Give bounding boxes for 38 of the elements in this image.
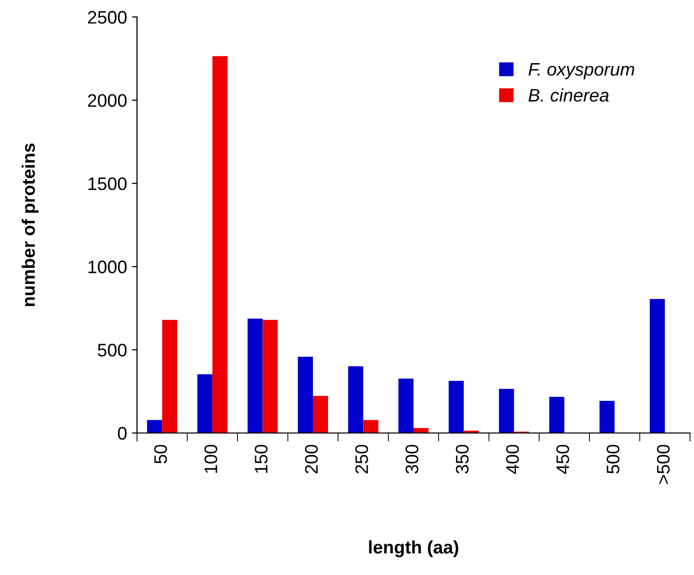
bar	[398, 378, 414, 433]
bar	[549, 396, 564, 433]
x-tick-label: 500	[606, 444, 620, 474]
bar	[363, 420, 378, 433]
x-tick-label: 100	[204, 444, 218, 473]
x-tick-label: 300	[406, 444, 418, 474]
bar	[448, 380, 464, 433]
bar	[348, 366, 364, 433]
y-tick-label: 0	[118, 426, 127, 440]
bar	[600, 400, 615, 433]
legend-label: F. oxysporum	[528, 63, 634, 80]
bar	[312, 396, 328, 433]
y-tick-label: 2000	[88, 94, 127, 107]
bar	[262, 320, 278, 433]
x-tick-label: 150	[254, 444, 268, 473]
y-tick-label: 500	[98, 344, 127, 357]
bar	[147, 420, 162, 433]
legend-label: B. cinerea	[528, 88, 609, 102]
bar	[414, 428, 429, 433]
bar	[162, 320, 178, 433]
y-axis-title: number of proteins	[22, 143, 39, 306]
x-tick-label: 50	[154, 444, 167, 464]
bar	[650, 299, 665, 433]
x-tick-label: >500	[656, 444, 670, 484]
x-tick-label: 250	[355, 444, 368, 474]
bar	[498, 388, 514, 433]
bar	[212, 56, 228, 433]
x-tick-label: 200	[305, 444, 318, 474]
bar	[248, 318, 263, 433]
bar	[298, 356, 313, 433]
x-tick-label: 450	[556, 444, 570, 474]
bar	[197, 374, 212, 433]
y-tick-label: 1000	[88, 260, 127, 274]
x-axis-title: length (aa)	[369, 540, 458, 558]
x-tick-label: 350	[456, 444, 469, 474]
y-tick-label: 1500	[88, 177, 127, 190]
y-tick-label: 2500	[88, 10, 127, 24]
x-tick-label: 400	[506, 444, 519, 474]
